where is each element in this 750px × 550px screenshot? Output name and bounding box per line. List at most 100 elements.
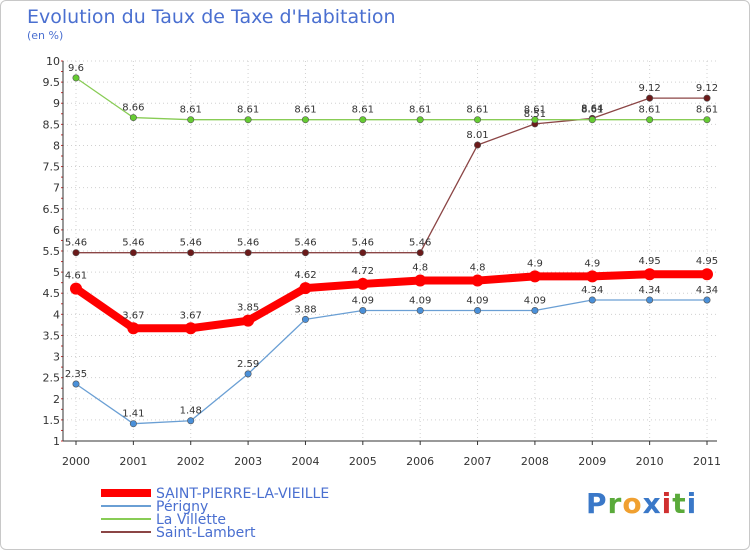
logo-letter: i	[661, 487, 673, 520]
data-point	[646, 94, 654, 102]
data-point	[416, 249, 424, 257]
data-point	[416, 116, 424, 124]
data-label: 3.88	[294, 304, 316, 315]
y-unit-label: (en %)	[27, 29, 64, 42]
data-label: 4.09	[466, 296, 488, 307]
data-point	[474, 141, 482, 149]
series-line-1	[75, 299, 708, 425]
data-point	[242, 314, 255, 327]
data-label: 8.61	[294, 105, 316, 116]
x-tick-label: 2000	[62, 455, 90, 468]
data-point	[471, 274, 484, 287]
data-label: 4.72	[352, 266, 374, 277]
chart-title: Evolution du Taux de Taxe d'Habitation	[27, 6, 396, 28]
x-tick-label: 2007	[464, 455, 492, 468]
data-label: 4.62	[294, 270, 316, 281]
legend-label: La Villette	[156, 512, 226, 528]
data-label: 5.46	[180, 238, 202, 249]
data-point	[643, 268, 656, 281]
data-label: 5.46	[409, 238, 431, 249]
data-label: 5.46	[122, 238, 144, 249]
data-label-layer: 5.46 5.46 5.46 5.46 5.46 5.46 5.46 8.01 8.51 8.64…	[65, 63, 718, 420]
x-tick-label: 2002	[177, 455, 205, 468]
x-tick-label: 2003	[234, 455, 262, 468]
data-label: 8.61	[180, 105, 202, 116]
proxiti-logo: Proxiti	[586, 487, 697, 520]
logo-letter: r	[607, 487, 623, 520]
y-tick-label: 7	[53, 182, 60, 195]
data-label: 2.35	[65, 369, 87, 380]
data-label: 4.61	[65, 271, 87, 282]
y-tick-label: 9	[53, 97, 60, 110]
series-line-3	[75, 97, 708, 254]
grid-layer	[63, 60, 717, 442]
y-tick-label: 9.5	[43, 76, 61, 89]
data-label: 4.34	[581, 285, 603, 296]
data-point	[586, 270, 599, 283]
y-tick-label: 7.5	[43, 161, 61, 174]
y-tick-label: 1	[53, 435, 60, 448]
data-point	[414, 274, 427, 287]
data-point	[299, 282, 312, 295]
y-tick-label: 6.5	[43, 203, 61, 216]
y-tick-label: 4	[53, 308, 60, 321]
y-tick-label: 1.5	[43, 414, 61, 427]
data-label: 4.34	[696, 285, 718, 296]
data-label: 8.61	[237, 105, 259, 116]
data-point	[187, 116, 195, 124]
logo-letter: i	[686, 487, 698, 520]
data-point	[301, 249, 309, 257]
data-point	[588, 296, 596, 304]
x-tick-label: 2001	[119, 455, 147, 468]
logo-letter: t	[672, 487, 687, 520]
data-point	[359, 307, 367, 315]
data-point	[588, 116, 596, 124]
data-label: 3.85	[237, 303, 259, 314]
data-label: 5.46	[237, 238, 259, 249]
data-label: 8.01	[466, 130, 488, 141]
data-point	[416, 307, 424, 315]
data-label: 1.48	[180, 406, 202, 417]
data-point	[301, 116, 309, 124]
data-label: 4.09	[409, 296, 431, 307]
data-point	[244, 249, 252, 257]
data-label: 8.61	[639, 105, 661, 116]
y-tick-label: 5.5	[43, 245, 61, 258]
data-point	[72, 249, 80, 257]
data-point	[356, 277, 369, 290]
axis-layer: 1 1.5 2 2.5 3 3.5 4 4.5 5 5.5 6 6.5 7 7.5 8 8.5 9 9.5 10 20…	[43, 55, 722, 468]
data-label: 4.34	[639, 285, 661, 296]
data-label: 4.8	[412, 263, 428, 274]
series-layer	[70, 74, 713, 428]
data-label: 4.09	[524, 296, 546, 307]
data-label: 9.12	[696, 83, 718, 94]
y-tick-label: 2.5	[43, 372, 61, 385]
series-line-0	[72, 270, 711, 333]
data-label: 5.46	[294, 238, 316, 249]
data-label: 8.61	[581, 105, 603, 116]
data-label: 4.8	[470, 263, 486, 274]
data-label: 8.61	[524, 105, 546, 116]
y-tick-label: 8	[53, 139, 60, 152]
x-tick-label: 2010	[636, 455, 664, 468]
y-tick-label: 5	[53, 266, 60, 279]
data-point	[646, 296, 654, 304]
data-label: 8.61	[466, 105, 488, 116]
x-tick-label: 2005	[349, 455, 377, 468]
data-label: 2.59	[237, 359, 259, 370]
data-point	[359, 249, 367, 257]
x-tick-label: 2011	[693, 455, 721, 468]
x-tick-label: 2008	[521, 455, 549, 468]
y-tick-label: 3	[53, 351, 60, 364]
y-tick-label: 8.5	[43, 118, 61, 131]
data-label: 4.95	[696, 256, 718, 267]
data-label: 3.67	[122, 310, 144, 321]
data-label: 8.61	[352, 105, 374, 116]
data-point	[244, 116, 252, 124]
logo-letter: o	[622, 487, 643, 520]
data-point	[129, 114, 137, 122]
data-point	[703, 116, 711, 124]
data-point	[474, 307, 482, 315]
